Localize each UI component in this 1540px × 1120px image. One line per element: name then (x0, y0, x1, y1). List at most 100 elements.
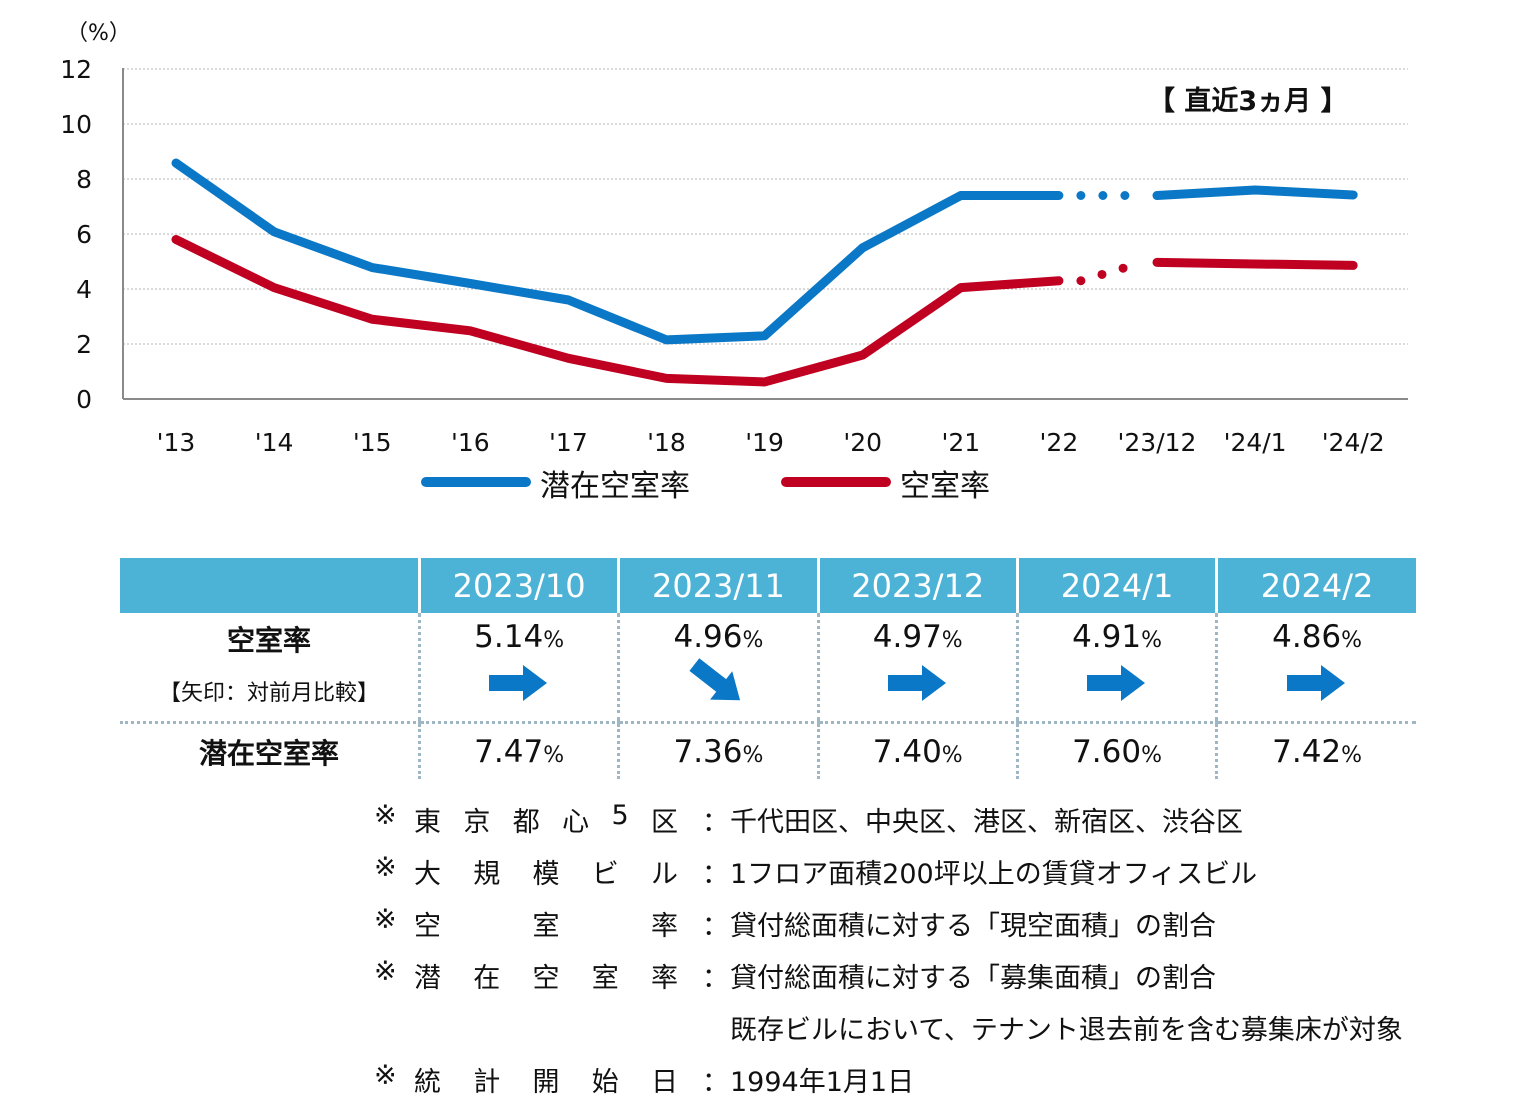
month-header: 2023/10 (417, 558, 619, 613)
note-description: 千代田区、中央区、港区、新宿区、渋谷区 (730, 807, 1243, 838)
note-description: 既存ビルにおいて、テナント退去前を含む募集床が対象 (730, 1015, 1403, 1046)
potential-cell: 7.60% (1015, 722, 1217, 779)
note-mark: ※ (374, 852, 397, 883)
vacancy-label: 空室率 (226, 624, 311, 657)
arrow-right-icon (487, 663, 551, 703)
y-tick-labels: 0 2 4 6 8 10 12 (60, 55, 92, 414)
potential-value: 7.47 (474, 733, 544, 770)
note-key-char: 大 (414, 859, 441, 890)
note-key: 空室率 (414, 904, 678, 943)
x-tick-label: '18 (647, 428, 686, 457)
percent-unit: % (1141, 628, 1162, 653)
month-header: 2023/12 (816, 558, 1018, 613)
potential-cell: 7.47% (417, 722, 619, 779)
arrow-right-icon (1285, 663, 1349, 703)
x-tick-label: '24/1 (1224, 428, 1287, 457)
note-mark: ※ (374, 800, 397, 831)
note-mark: ※ (374, 956, 397, 987)
vacancy-value: 4.97 (872, 619, 942, 655)
note-key: 大 規模ビ ル (414, 852, 678, 891)
table-corner (120, 558, 420, 613)
vacancy-cell: 5.14% (417, 613, 619, 724)
x-tick-label: '16 (451, 428, 490, 457)
note-key-char: 計 (473, 1067, 501, 1098)
potential-value: 7.60 (1072, 733, 1142, 770)
potential-row-label: 潜在空室率 (120, 723, 420, 780)
vacancy-value: 4.86 (1272, 619, 1342, 655)
percent-unit: % (1341, 628, 1363, 653)
note-key-char: 京 (463, 807, 491, 838)
note-key-char: 潜 (414, 963, 441, 994)
x-tick-label: '13 (157, 428, 196, 457)
note-key: 統 計開始 日 (414, 1060, 678, 1099)
y-tick-label: 0 (76, 385, 92, 414)
x-tick-label: '19 (745, 428, 784, 457)
note-colon: ： (702, 911, 729, 942)
note-key-char: 室 (532, 911, 560, 942)
series-line-potential (1152, 185, 1358, 200)
recent-3-months-annotation: 【 直近3ヵ月 】 (1148, 86, 1348, 117)
vacancy-value: 5.14 (474, 619, 544, 655)
vacancy-value: 4.96 (673, 619, 743, 655)
potential-cell: 7.40% (816, 722, 1018, 779)
series-line-potential (171, 158, 1064, 345)
percent-unit: % (742, 628, 764, 653)
note-description: 貸付総面積に対する「現空面積」の割合 (730, 911, 1216, 942)
note-key-char: ル (651, 859, 678, 890)
note-description: 1994年1月1日 (730, 1067, 915, 1098)
arrow-shape (1087, 665, 1146, 701)
note-colon: ： (702, 1067, 729, 1098)
note-mark: ※ (374, 1060, 397, 1091)
note-key-char: 開 (532, 1067, 560, 1098)
vacancy-row-label: 空室率 【矢印：対前月比較】 (120, 613, 420, 724)
y-tick-label: 6 (76, 220, 92, 249)
note-key-char: 在 (473, 963, 501, 994)
y-unit-label: （%） (66, 21, 131, 46)
potential-value: 7.36 (673, 733, 743, 770)
note-key-char: 空 (414, 911, 441, 942)
note-colon: ： (702, 807, 729, 838)
x-tick-label: '23/12 (1118, 428, 1197, 457)
y-tick-label: 2 (76, 330, 92, 359)
note-key-char: 心 (562, 807, 590, 838)
note-key-char: 率 (651, 911, 678, 942)
note-colon: ： (702, 859, 729, 890)
series-lines (171, 158, 1358, 387)
vacancy-cell: 4.91% (1015, 613, 1217, 724)
x-tick-label: '22 (1040, 428, 1079, 457)
potential-cell: 7.36% (617, 722, 819, 779)
note-key-char: 始 (591, 1067, 619, 1098)
legend-label-potential: 潜在空室率 (540, 469, 690, 504)
arrow-shape (489, 665, 548, 701)
vacancy-cell: 4.97% (816, 613, 1018, 724)
note-key-char: 規 (473, 859, 501, 890)
note-key-char: 東 (414, 807, 441, 838)
potential-vacancy-row: 潜在空室率 7.47% 7.36% 7.40% 7.60% 7.42% (120, 722, 1416, 780)
x-tick-label: '21 (941, 428, 980, 457)
note-key-char: 5 (611, 800, 629, 831)
series-line-vacancy (1152, 257, 1358, 270)
legend: 潜在空室率 空室率 (421, 469, 990, 504)
month-header: 2024/2 (1215, 558, 1416, 613)
month-header: 2024/1 (1015, 558, 1217, 613)
vacancy-cell: 4.86% (1215, 613, 1416, 724)
potential-value: 7.42 (1272, 733, 1342, 770)
note-key-char: 模 (532, 859, 560, 890)
note-key-char: 室 (591, 963, 619, 994)
x-tick-label: '20 (843, 428, 882, 457)
x-tick-label: '24/2 (1322, 428, 1385, 457)
potential-value: 7.40 (872, 733, 942, 770)
arrow-shape (689, 658, 741, 701)
y-tick-label: 4 (76, 275, 92, 304)
percent-unit: % (742, 742, 764, 768)
vacancy-row: 空室率 【矢印：対前月比較】 5.14% 4.96% 4.97% 4.91% 4… (120, 613, 1416, 724)
y-tick-label: 8 (76, 165, 92, 194)
x-tick-label: '17 (549, 428, 588, 457)
note-key-char: 日 (651, 1067, 678, 1098)
arrow-right-icon (886, 663, 950, 703)
note-key-char: 率 (651, 963, 678, 994)
month-header: 2023/11 (617, 558, 819, 613)
potential-cell: 7.42% (1215, 722, 1416, 779)
note-key-char: ビ (591, 859, 619, 890)
arrow-shape (887, 665, 946, 701)
